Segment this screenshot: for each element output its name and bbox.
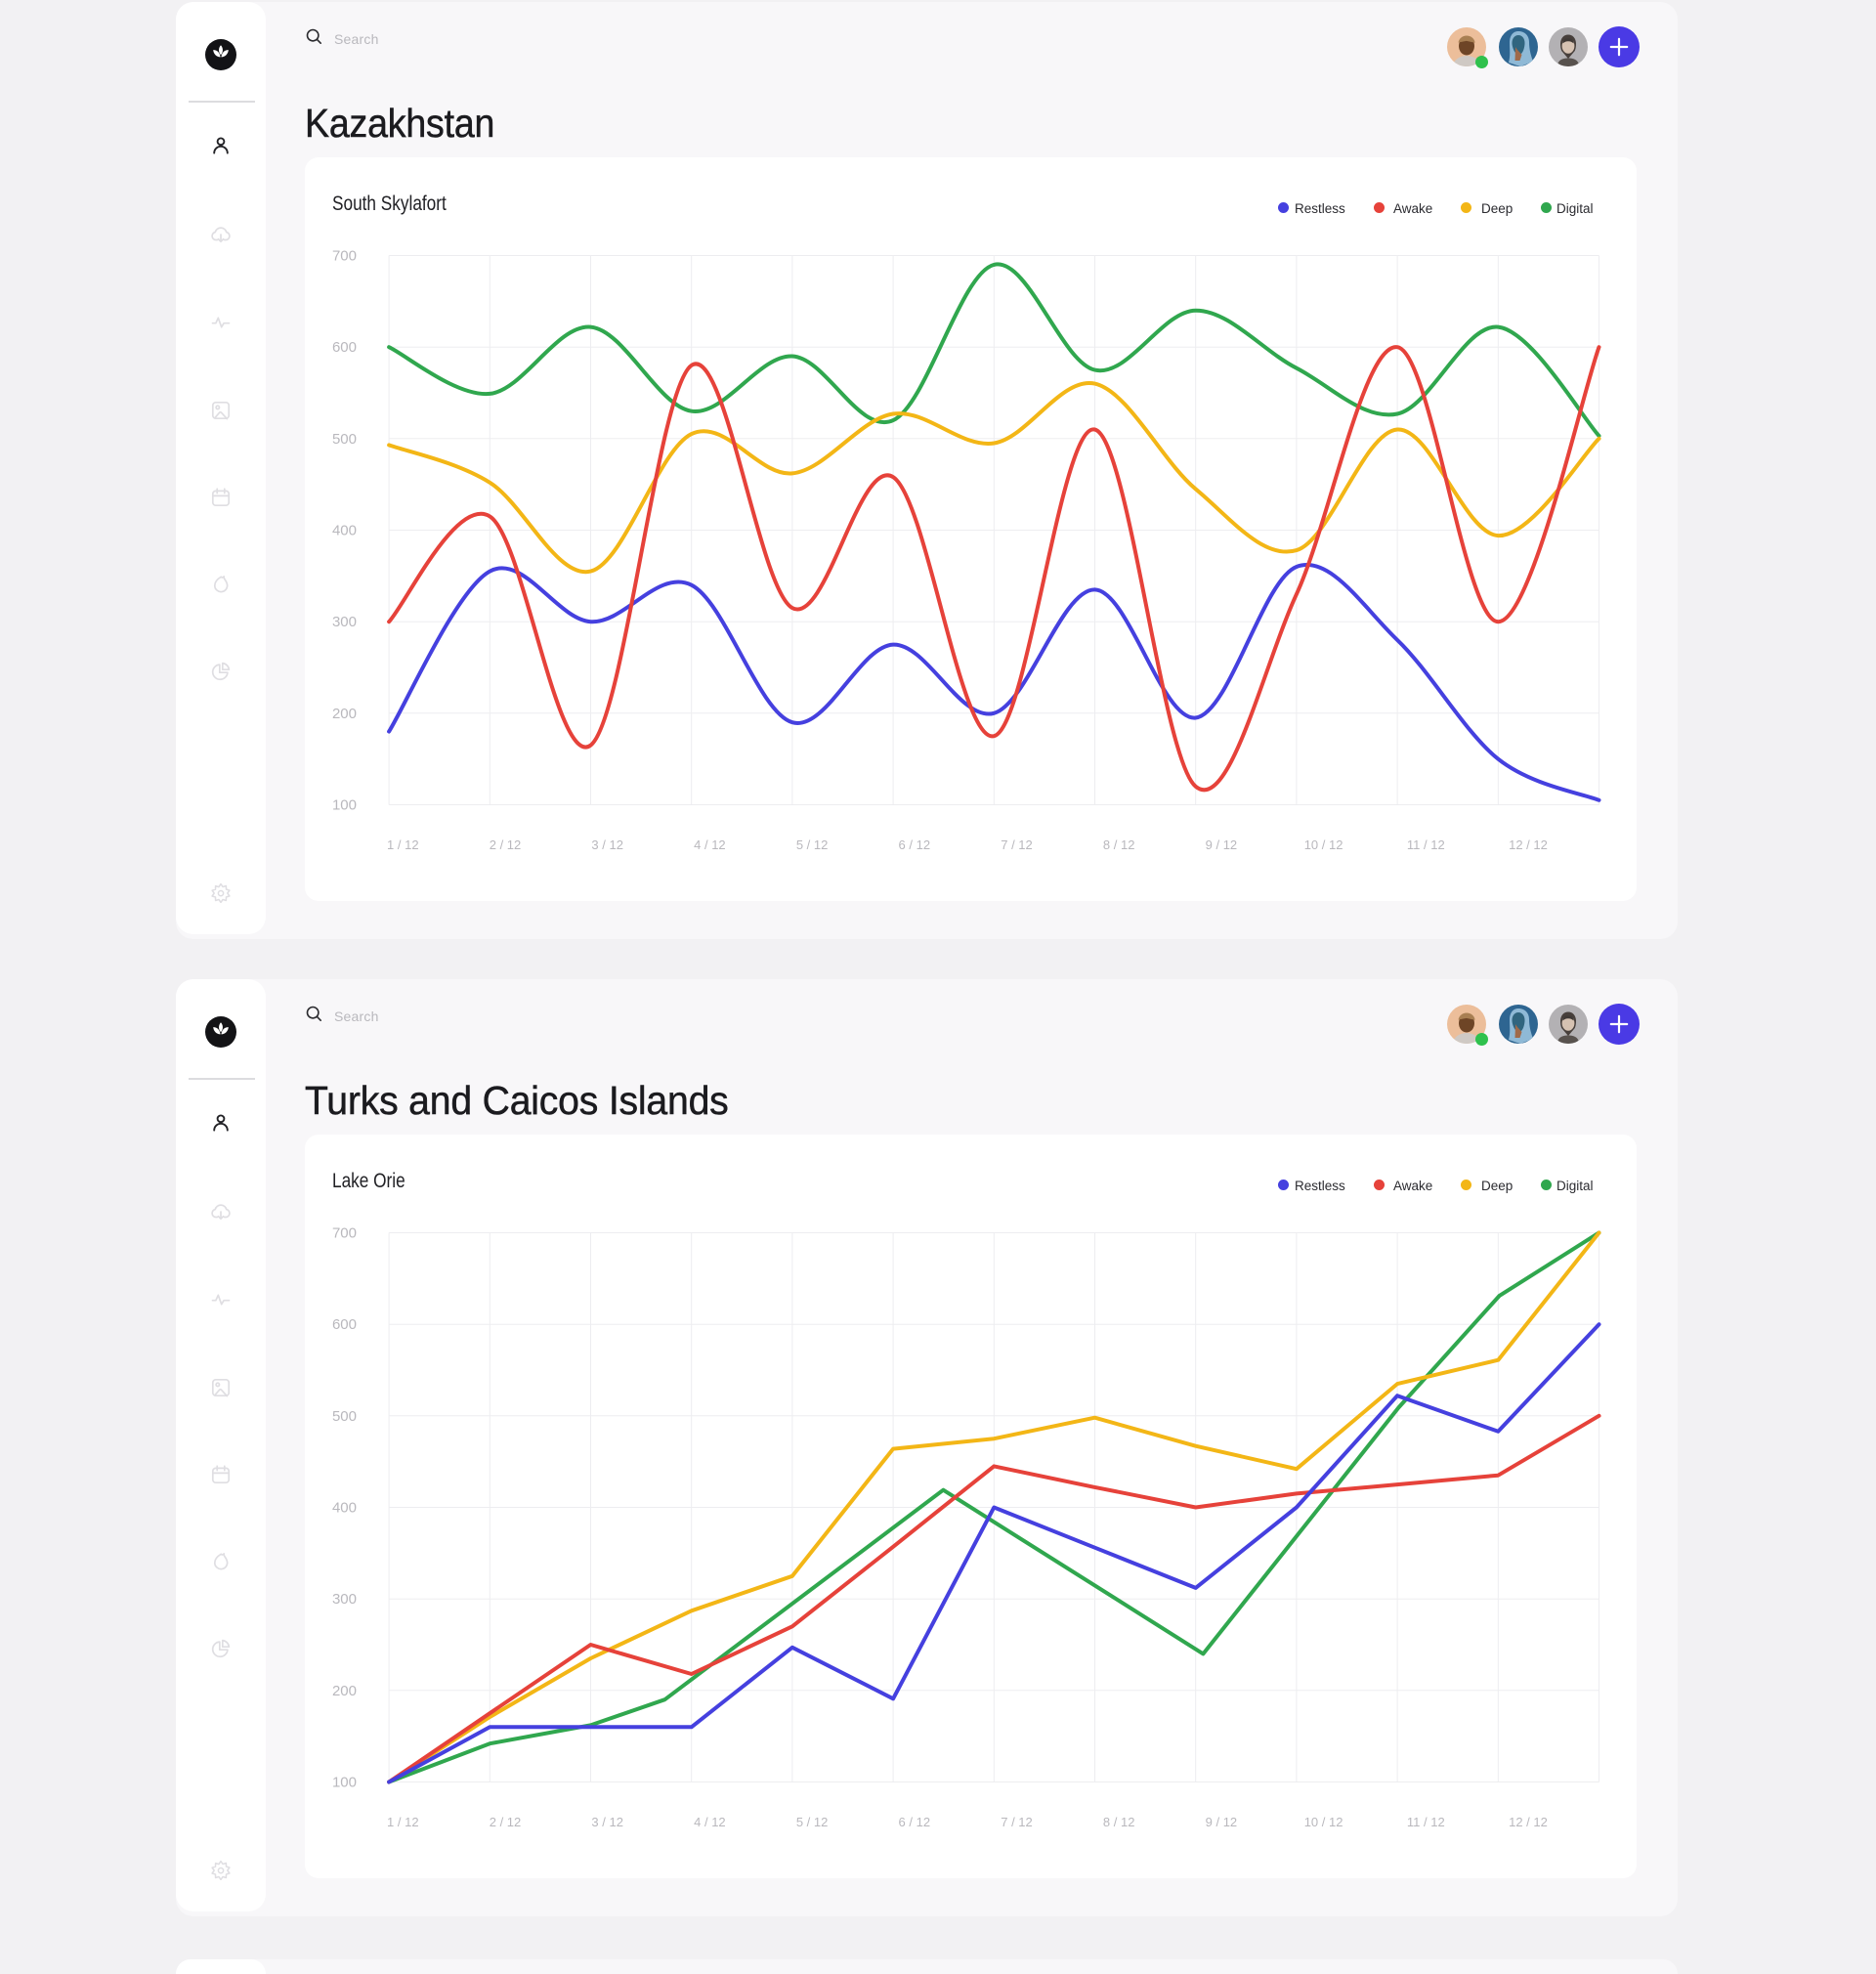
svg-text:3 / 12: 3 / 12	[591, 837, 623, 852]
svg-text:4 / 12: 4 / 12	[694, 837, 726, 852]
svg-text:11 / 12: 11 / 12	[1407, 837, 1445, 852]
svg-text:300: 300	[332, 614, 357, 630]
svg-text:2 / 12: 2 / 12	[490, 1815, 522, 1829]
svg-text:6 / 12: 6 / 12	[899, 837, 931, 852]
svg-text:300: 300	[332, 1591, 357, 1608]
svg-text:200: 200	[332, 706, 357, 722]
svg-text:2 / 12: 2 / 12	[490, 837, 522, 852]
svg-text:12 / 12: 12 / 12	[1509, 837, 1548, 852]
svg-text:5 / 12: 5 / 12	[796, 837, 829, 852]
svg-text:6 / 12: 6 / 12	[899, 1815, 931, 1829]
svg-text:7 / 12: 7 / 12	[1001, 837, 1033, 852]
svg-text:600: 600	[332, 339, 357, 356]
svg-text:11 / 12: 11 / 12	[1407, 1815, 1445, 1829]
svg-text:9 / 12: 9 / 12	[1206, 837, 1238, 852]
svg-text:7 / 12: 7 / 12	[1001, 1815, 1033, 1829]
svg-text:4 / 12: 4 / 12	[694, 1815, 726, 1829]
svg-text:700: 700	[332, 248, 357, 265]
svg-text:3 / 12: 3 / 12	[591, 1815, 623, 1829]
svg-text:9 / 12: 9 / 12	[1206, 1815, 1238, 1829]
svg-text:200: 200	[332, 1683, 357, 1699]
svg-text:100: 100	[332, 1775, 357, 1791]
svg-text:12 / 12: 12 / 12	[1509, 1815, 1548, 1829]
svg-text:400: 400	[332, 523, 357, 539]
svg-text:1 / 12: 1 / 12	[387, 837, 419, 852]
svg-text:400: 400	[332, 1500, 357, 1517]
svg-text:700: 700	[332, 1225, 357, 1242]
svg-text:5 / 12: 5 / 12	[796, 1815, 829, 1829]
svg-text:100: 100	[332, 797, 357, 814]
svg-text:600: 600	[332, 1316, 357, 1333]
svg-text:500: 500	[332, 1408, 357, 1425]
svg-text:8 / 12: 8 / 12	[1103, 1815, 1135, 1829]
svg-text:500: 500	[332, 431, 357, 448]
svg-text:10 / 12: 10 / 12	[1304, 837, 1343, 852]
svg-text:8 / 12: 8 / 12	[1103, 837, 1135, 852]
svg-text:10 / 12: 10 / 12	[1304, 1815, 1343, 1829]
svg-text:1 / 12: 1 / 12	[387, 1815, 419, 1829]
